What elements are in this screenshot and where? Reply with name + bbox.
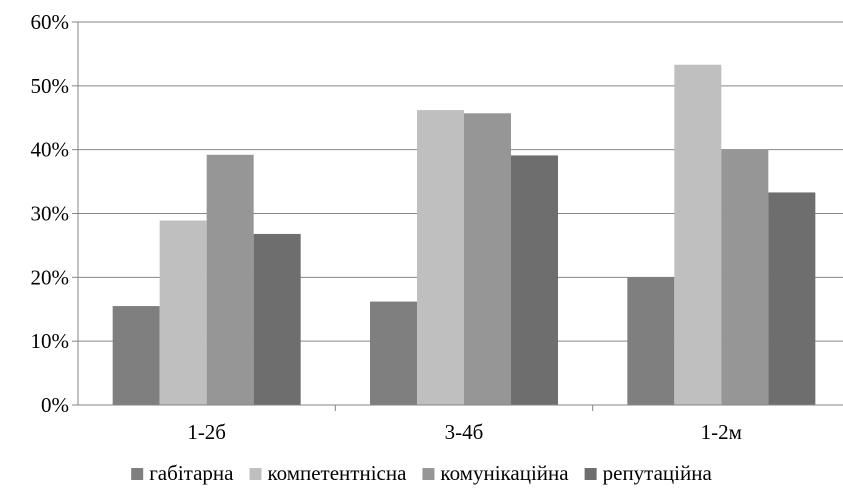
y-tick-label: 20% [31,265,70,289]
legend-label: комунікаційна [440,461,569,485]
bar-1-1 [112,306,160,405]
bar-2-2 [417,110,464,405]
bar-3-1 [206,154,254,405]
legend-swatch [249,468,262,480]
y-tick-label: 0% [41,393,69,417]
x-axis-ticks: 1-2б 3-4б 1-2м [187,405,742,444]
bar-3-3 [721,149,769,405]
legend-swatch [422,468,435,480]
y-tick-label: 40% [31,138,70,162]
y-tick-label: 30% [31,202,70,226]
y-tick-label: 60% [31,10,70,34]
bar-4-2 [511,155,558,405]
bar-4-1 [253,233,301,405]
bar-2-3 [674,64,722,405]
bar-4-3 [768,192,816,405]
bars [112,64,816,405]
legend-item: габітарна [131,461,234,485]
bar-3-2 [464,113,511,405]
bar-1-2 [370,301,417,405]
legend-item: комунікаційна [422,461,569,485]
legend-label: репутаційна [603,461,713,485]
legend-item: компетентнісна [249,461,407,485]
x-tick-label: 3-4б [445,420,484,444]
bar-1-3 [627,277,675,405]
legend-swatch [584,468,597,480]
y-tick-label: 50% [31,74,70,98]
y-axis-ticks: 0% 10% 20% 30% 40% 50% 60% [31,10,78,417]
bar-2-1 [159,220,207,405]
x-tick-label: 1-2б [187,420,226,444]
y-tick-label: 10% [31,329,70,353]
legend: габітарна компетентнісна комунікаційна репу… [131,461,712,485]
x-tick-label: 1-2м [701,420,742,444]
legend-label: габітарна [149,461,234,485]
legend-item: репутаційна [584,461,713,485]
legend-label: компетентнісна [267,461,407,485]
legend-swatch [131,468,144,480]
